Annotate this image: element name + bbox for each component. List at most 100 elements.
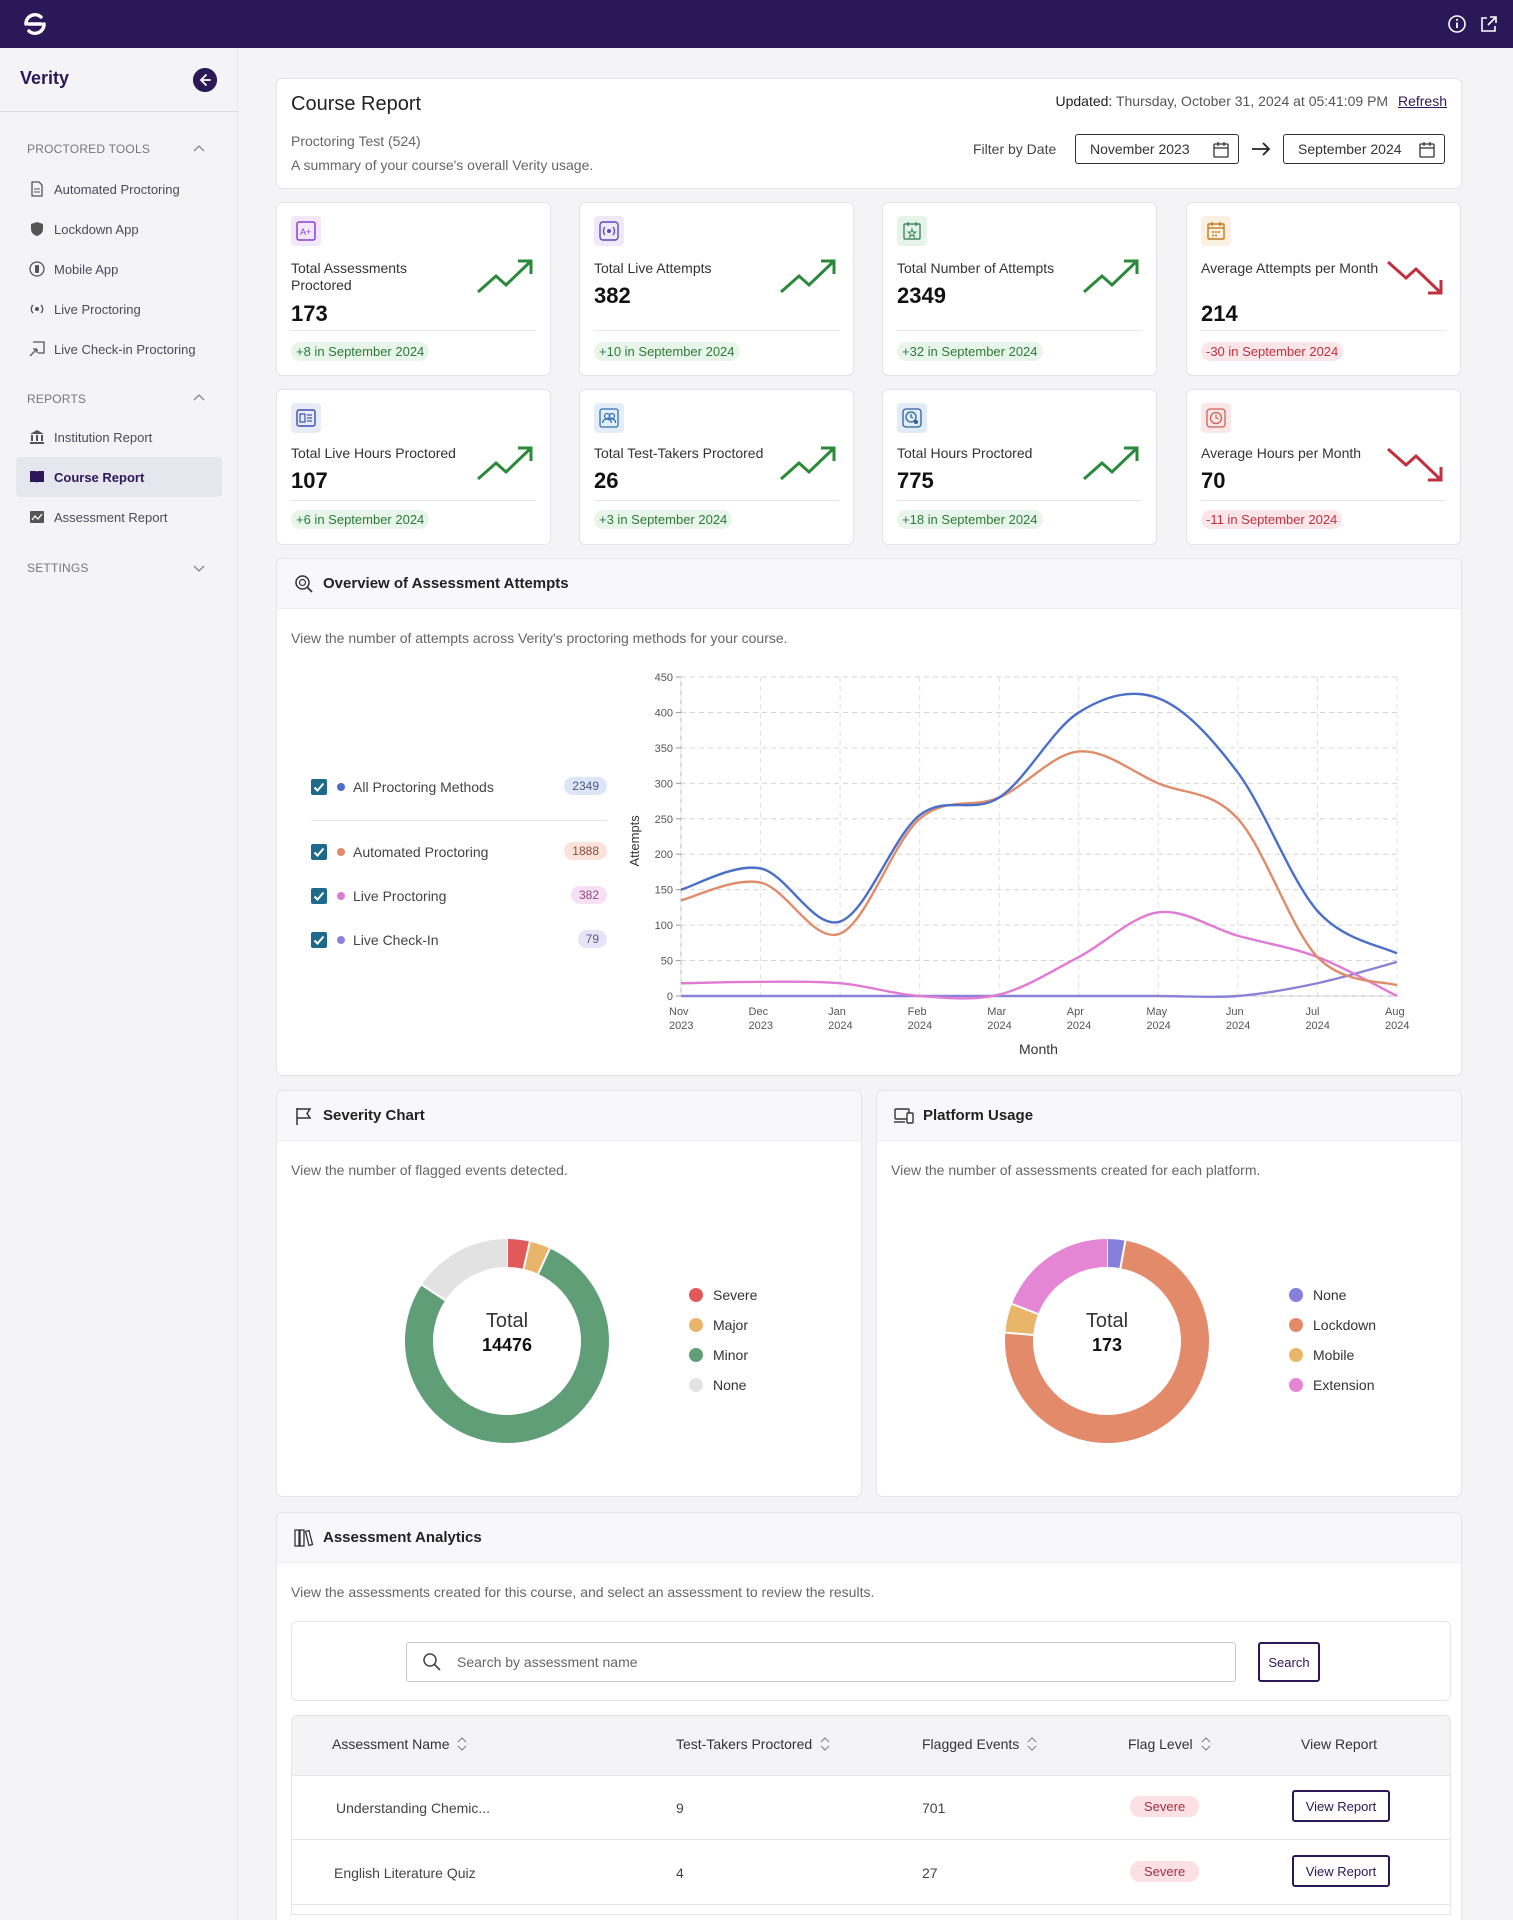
books-icon <box>294 1529 314 1547</box>
sort-icon <box>820 1737 830 1751</box>
legend-item[interactable]: Extension <box>1289 1370 1376 1400</box>
checkbox[interactable] <box>311 888 327 904</box>
search-button[interactable]: Search <box>1258 1642 1320 1682</box>
y-tick-label: 0 <box>667 991 673 1003</box>
view-report-button[interactable]: View Report <box>1292 1855 1390 1887</box>
stat-divider <box>594 330 839 331</box>
stat-value: 214 <box>1201 301 1238 326</box>
sidebar-item-live-proctoring[interactable]: Live Proctoring <box>16 289 222 329</box>
search-analytics-icon <box>295 575 313 593</box>
platform-card: Platform Usage View the number of assess… <box>876 1090 1462 1497</box>
x-tick-label: 2024 <box>1305 1020 1329 1032</box>
users-icon <box>594 403 624 433</box>
check-icon <box>313 847 325 857</box>
sidebar-item-live-check-in-proctoring[interactable]: Live Check-in Proctoring <box>16 329 222 369</box>
column-flag-level[interactable]: Flag Level <box>1128 1736 1211 1752</box>
legend-label: None <box>713 1377 747 1393</box>
search-icon <box>423 1653 441 1671</box>
sidebar: Verity PROCTORED TOOLS Automated Proctor… <box>0 48 238 1920</box>
external-link-icon[interactable] <box>1478 13 1500 35</box>
check-icon <box>313 782 325 792</box>
calendar-star-icon <box>897 216 927 246</box>
series-line-automated-proctoring <box>680 750 1398 987</box>
section-settings[interactable]: SETTINGS <box>27 561 89 575</box>
column-assessment-name[interactable]: Assessment Name <box>332 1736 467 1752</box>
y-tick-label: 450 <box>655 672 673 684</box>
column-flagged-events[interactable]: Flagged Events <box>922 1736 1037 1752</box>
platform-legend: None Lockdown Mobile Extension <box>1289 1280 1376 1400</box>
stat-label: Average Hours per Month <box>1201 445 1362 461</box>
view-report-button[interactable]: View Report <box>1292 1790 1390 1822</box>
slice-separator <box>421 1284 446 1302</box>
stat-divider <box>897 500 1142 501</box>
legend-count: 2349 <box>564 777 607 795</box>
checkbox[interactable] <box>311 932 327 948</box>
sidebar-item-automated-proctoring[interactable]: Automated Proctoring <box>16 169 222 209</box>
chevron-up-icon[interactable] <box>192 391 206 405</box>
sidebar-item-course-report[interactable]: Course Report <box>16 457 222 497</box>
stat-change-badge: -30 in September 2024 <box>1201 342 1344 361</box>
chevron-up-icon[interactable] <box>192 142 206 156</box>
sort-icon <box>458 1737 467 1751</box>
series-line-live-check-in <box>680 960 1398 999</box>
filter-by-date-label: Filter by Date <box>973 141 1057 157</box>
assessment-name[interactable]: Understanding Chemic... <box>336 1800 491 1816</box>
severity-card: Severity Chart View the number of flagge… <box>276 1090 862 1497</box>
platform-donut-chart <box>1005 1239 1209 1443</box>
section-reports[interactable]: REPORTS <box>27 392 87 406</box>
clock-icon <box>1201 403 1231 433</box>
stat-change-badge: +18 in September 2024 <box>897 510 1043 529</box>
donut-slice-severe <box>506 1239 530 1269</box>
sidebar-item-label: Lockdown App <box>54 221 139 237</box>
updated-value: Thursday, October 31, 2024 at 05:41:09 P… <box>1115 93 1389 109</box>
stat-divider <box>291 330 536 331</box>
analytics-title: Assessment Analytics <box>323 1529 482 1546</box>
table-row[interactable]: English Literature Quiz 4 27 Severe View… <box>292 1841 1450 1905</box>
info-icon[interactable] <box>1446 13 1468 35</box>
sidebar-divider <box>0 111 238 112</box>
legend-label: Minor <box>713 1347 749 1363</box>
date-from-picker[interactable]: November 2023 <box>1075 134 1239 164</box>
sidebar-item-assessment-report[interactable]: Assessment Report <box>16 497 222 537</box>
overview-description: View the number of attempts across Verit… <box>291 630 788 646</box>
trend-up-icon <box>477 259 533 294</box>
legend-item[interactable]: Severe <box>689 1280 757 1310</box>
refresh-link[interactable]: Refresh <box>1397 93 1447 109</box>
legend-item[interactable]: Minor <box>689 1340 757 1370</box>
legend-live-proctoring[interactable]: Live Proctoring 382 <box>311 884 607 908</box>
slice-separator <box>1005 1331 1034 1336</box>
search-input[interactable] <box>406 1642 1236 1682</box>
legend-item[interactable]: Lockdown <box>1289 1310 1376 1340</box>
stat-divider <box>594 500 839 501</box>
calendar-icon <box>1213 142 1229 158</box>
legend-dot <box>1289 1288 1303 1302</box>
chevron-down-icon[interactable] <box>192 561 206 575</box>
legend-item[interactable]: Mobile <box>1289 1340 1376 1370</box>
legend-automated-proctoring[interactable]: Automated Proctoring 1888 <box>311 840 607 864</box>
checkbox[interactable] <box>311 779 327 795</box>
app-logo-icon[interactable] <box>17 6 53 42</box>
section-proctored-tools[interactable]: PROCTORED TOOLS <box>27 142 151 156</box>
sidebar-item-mobile-app[interactable]: Mobile App <box>16 249 222 289</box>
assessment-name[interactable]: English Literature Quiz <box>334 1865 476 1881</box>
legend-item[interactable]: None <box>1289 1280 1376 1310</box>
slice-separator <box>1119 1240 1127 1269</box>
legend-item[interactable]: None <box>689 1370 757 1400</box>
legend-live-check-in[interactable]: Live Check-In 79 <box>311 928 607 952</box>
calendar-icon <box>1419 142 1435 158</box>
column-test-takers[interactable]: Test-Takers Proctored <box>676 1736 830 1752</box>
collapse-sidebar-icon[interactable] <box>193 68 217 92</box>
legend-all-proctoring[interactable]: All Proctoring Methods 2349 <box>311 775 607 799</box>
checkbox[interactable] <box>311 844 327 860</box>
table-row[interactable]: Understanding Chemic... 9 701 Severe Vie… <box>292 1776 1450 1840</box>
sidebar-item-label: Assessment Report <box>54 509 168 525</box>
sidebar-item-institution-report[interactable]: Institution Report <box>16 417 222 457</box>
date-to-picker[interactable]: September 2024 <box>1283 134 1445 164</box>
stat-card-average-attempts: Average Attempts per Month 214 -30 in Se… <box>1186 202 1461 376</box>
legend-item[interactable]: Major <box>689 1310 757 1340</box>
x-tick-label: Feb <box>908 1006 927 1018</box>
stat-label: Total Live Attempts <box>594 260 712 276</box>
sidebar-item-lockdown-app[interactable]: Lockdown App <box>16 209 222 249</box>
severity-description: View the number of flagged events detect… <box>291 1162 568 1178</box>
overview-header: Overview of Assessment Attempts <box>277 559 1461 609</box>
